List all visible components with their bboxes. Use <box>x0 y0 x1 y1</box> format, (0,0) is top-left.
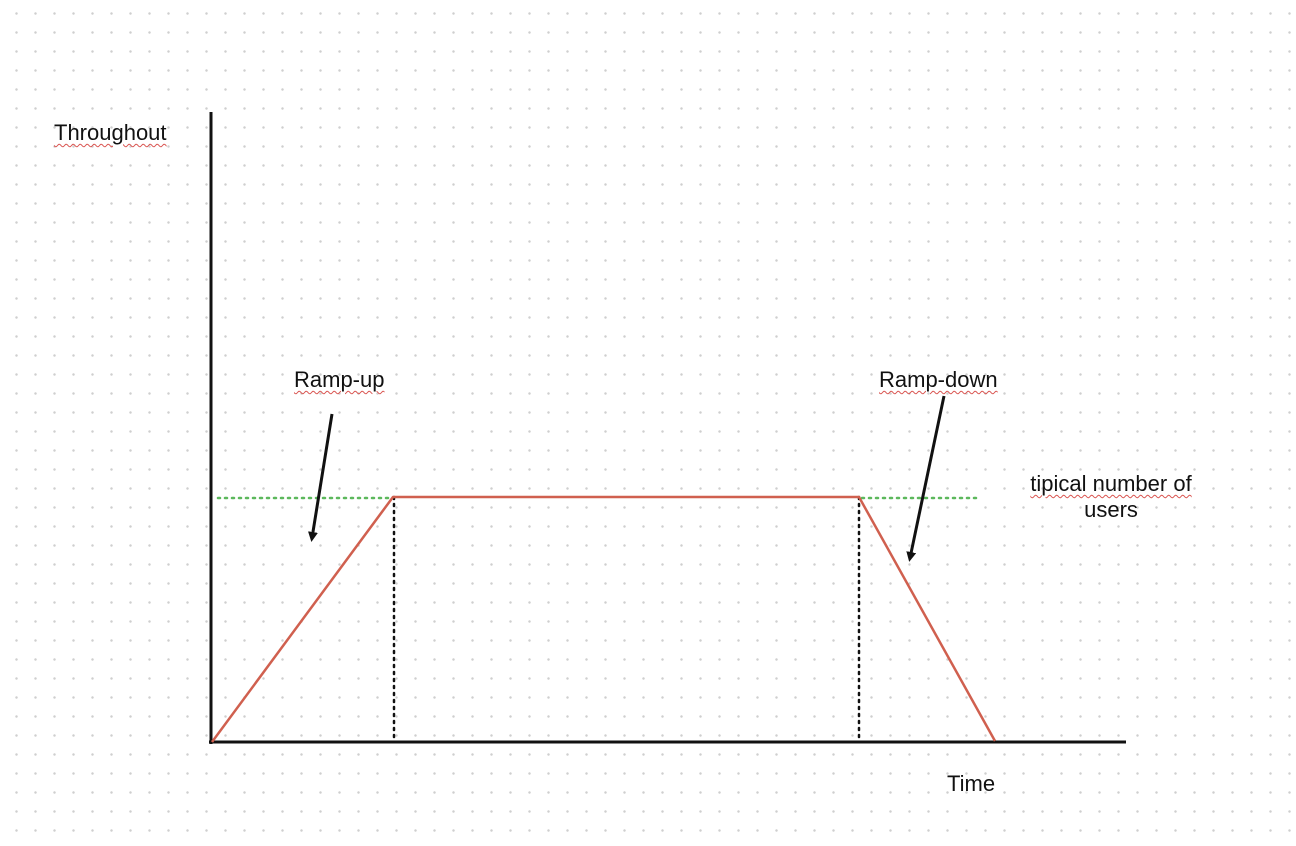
y-axis-label: Throughout <box>54 120 167 145</box>
ramp-down-label: Ramp-down <box>879 367 998 392</box>
x-axis-label: Time <box>947 771 996 796</box>
typical-users-label-line1: tipical number of <box>1030 471 1192 496</box>
ramp-down-arrow <box>906 395 946 562</box>
load-profile-line <box>210 495 997 743</box>
typical-users-label: tipical number of users <box>1006 471 1216 523</box>
typical-users-label-line2: users <box>1084 497 1138 522</box>
ramp-up-label: Ramp-up <box>294 367 385 392</box>
ramp-up-arrow <box>308 413 334 542</box>
